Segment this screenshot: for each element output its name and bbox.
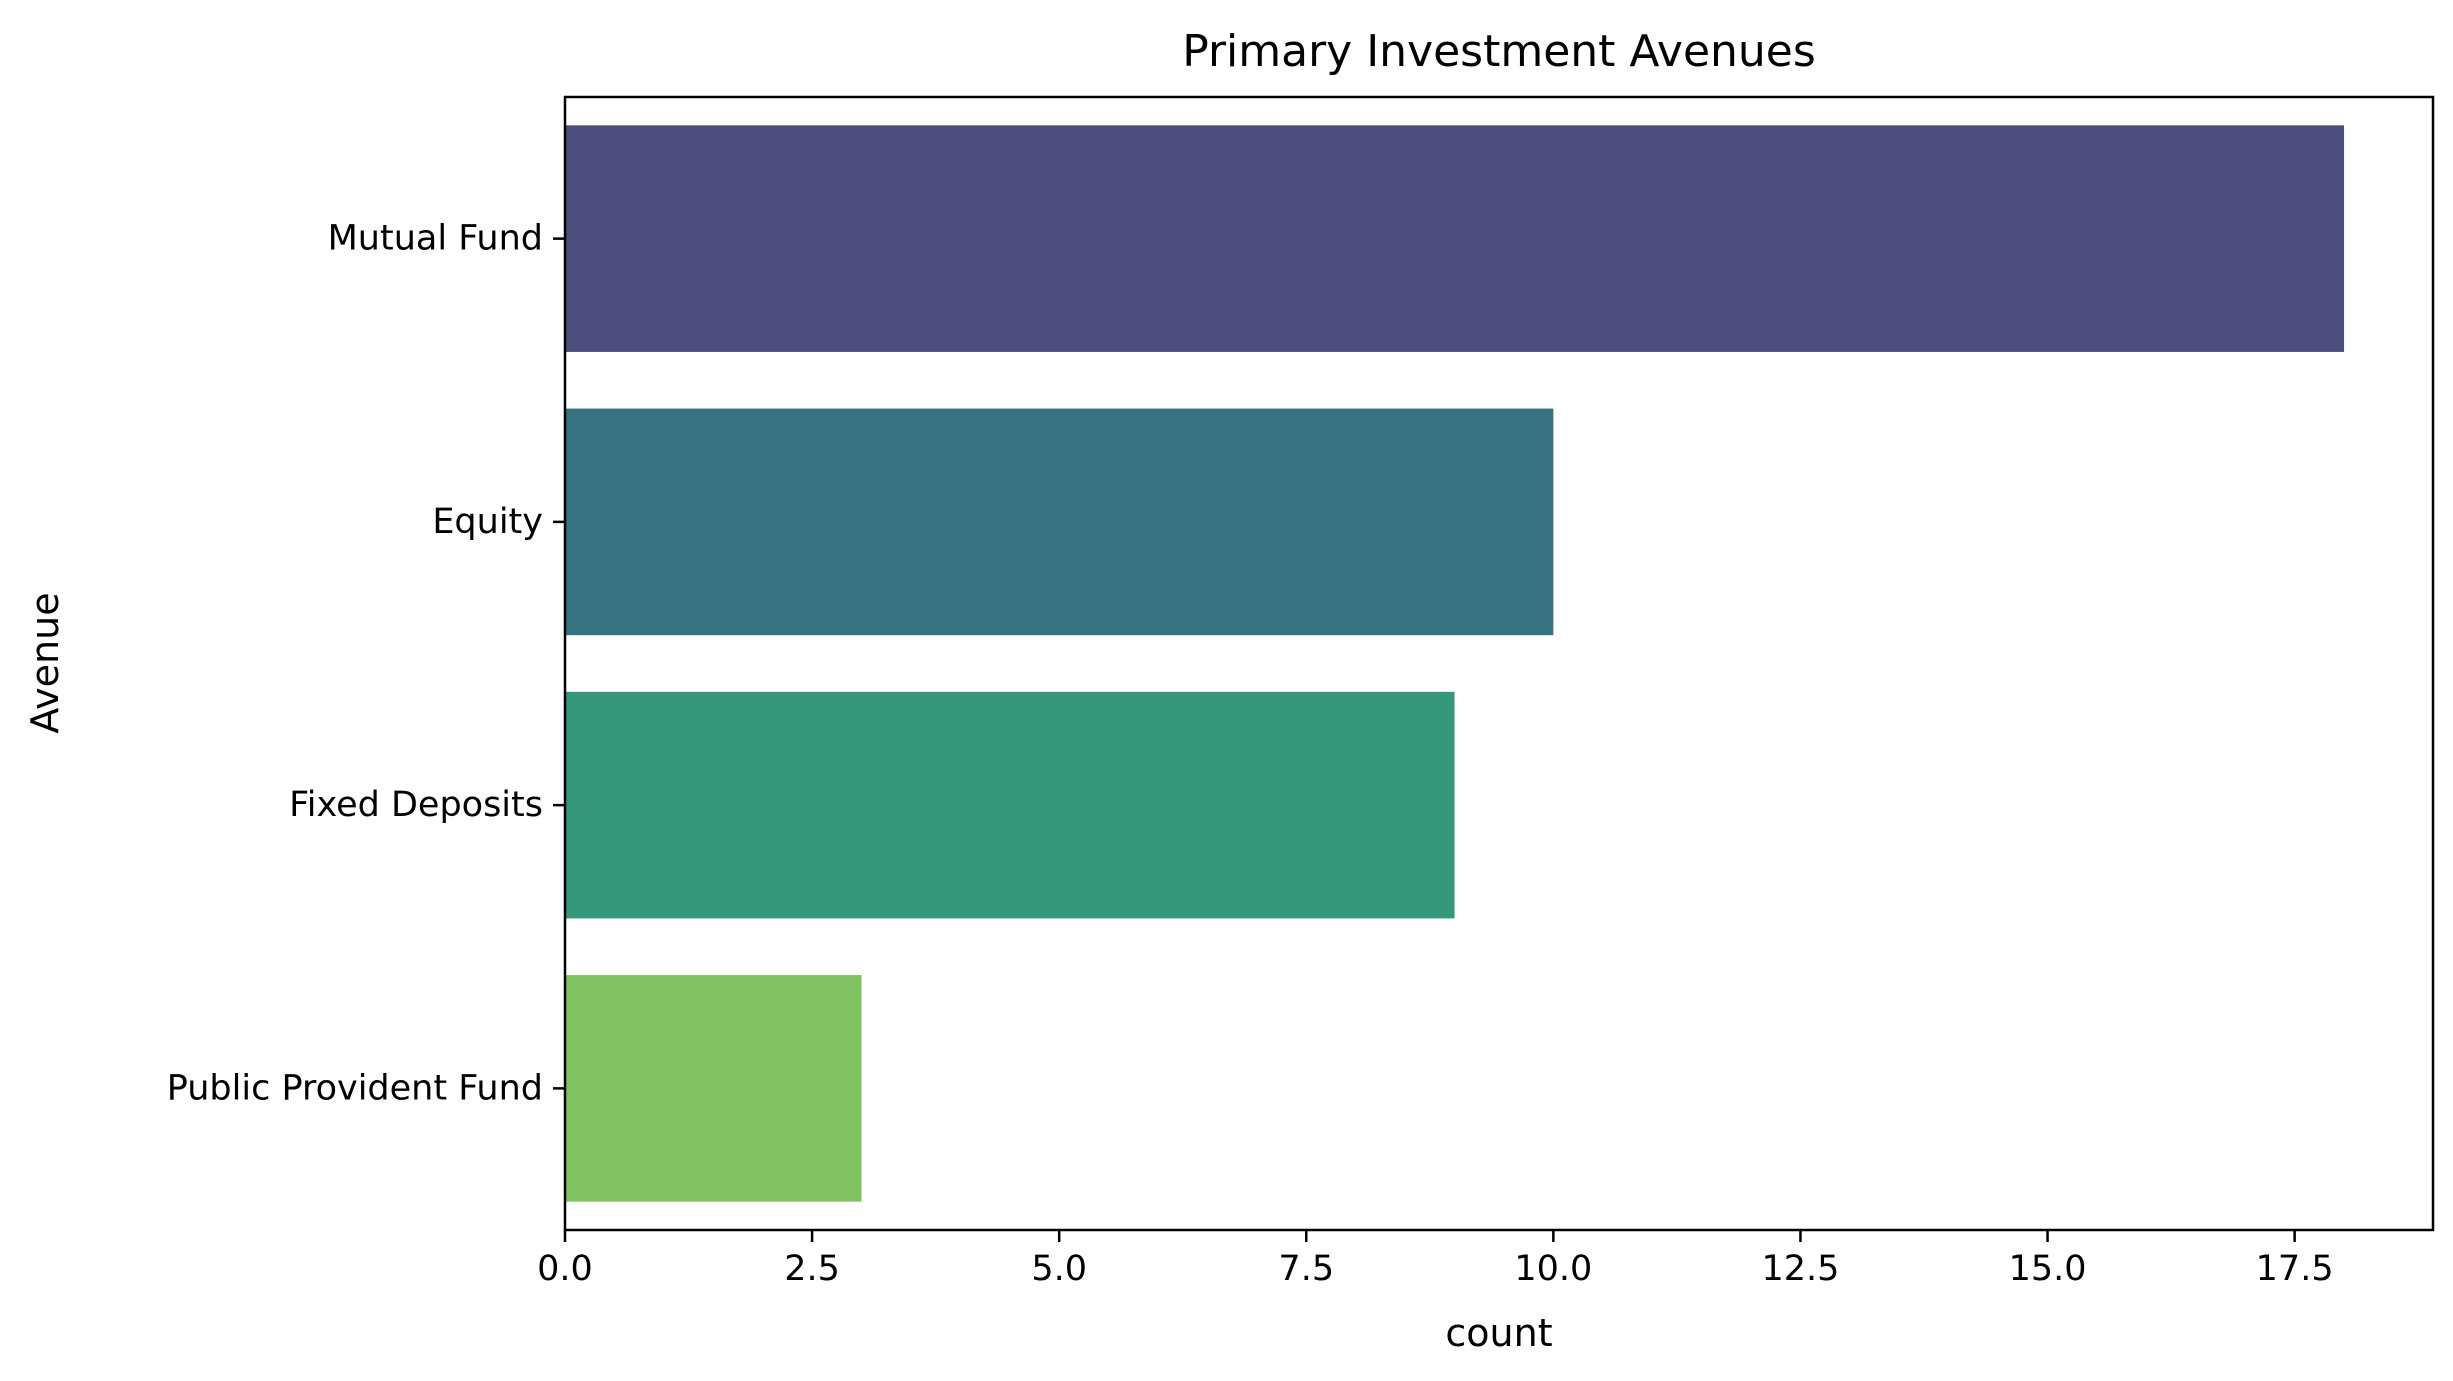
bar-fixed-deposits bbox=[565, 691, 1455, 919]
x-axis-label: count bbox=[1445, 1311, 1552, 1355]
y-axis-label: Avenue bbox=[23, 592, 67, 733]
plot-frame bbox=[563, 95, 2435, 1232]
chart-title: Primary Investment Avenues bbox=[1182, 26, 1816, 77]
y-tick-label: Fixed Deposits bbox=[289, 785, 543, 825]
x-tick-label: 10.0 bbox=[1514, 1249, 1592, 1289]
bars-group bbox=[565, 125, 2345, 1202]
x-tick-label: 0.0 bbox=[537, 1249, 593, 1289]
x-tick-label: 12.5 bbox=[1761, 1249, 1839, 1289]
bar-public-provident-fund bbox=[565, 975, 862, 1202]
x-tick-label: 17.5 bbox=[2256, 1249, 2334, 1289]
y-axis-ticks: Mutual Fund Equity Fixed Deposits Public Pr… bbox=[167, 219, 565, 1108]
y-tick-label: Equity bbox=[432, 502, 543, 542]
x-axis-ticks: 0.0 2.5 5.0 7.5 10.0 12.5 15.0 17.5 bbox=[537, 1230, 2334, 1289]
y-tick-label: Public Provident Fund bbox=[167, 1068, 543, 1108]
bar-mutual-fund bbox=[565, 125, 2345, 352]
bar-equity bbox=[565, 408, 1554, 636]
x-tick-label: 15.0 bbox=[2009, 1249, 2087, 1289]
x-tick-label: 5.0 bbox=[1031, 1249, 1087, 1289]
y-tick-label: Mutual Fund bbox=[328, 219, 543, 259]
x-tick-label: 7.5 bbox=[1278, 1249, 1334, 1289]
x-tick-label: 2.5 bbox=[784, 1249, 840, 1289]
